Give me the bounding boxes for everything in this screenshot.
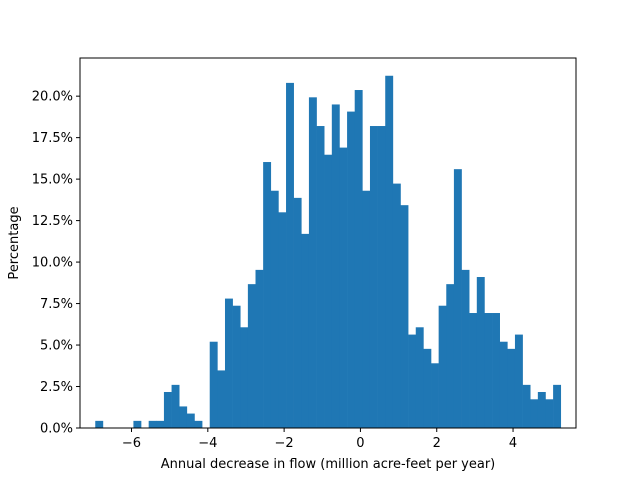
x-tick-label: −2 xyxy=(275,436,294,451)
histogram-bar xyxy=(469,313,478,428)
histogram-bar xyxy=(431,363,439,428)
histogram-bar xyxy=(133,420,142,428)
histogram-bar xyxy=(423,348,432,428)
histogram-bar xyxy=(163,391,172,428)
histogram-bar xyxy=(293,197,302,428)
histogram-bar xyxy=(514,334,523,428)
x-tick-label: 0 xyxy=(356,436,364,451)
histogram-bar xyxy=(400,205,409,428)
histogram-bar xyxy=(316,126,325,428)
y-tick-label: 5.0% xyxy=(40,339,73,354)
y-tick-label: 12.5% xyxy=(32,214,73,229)
histogram-bar xyxy=(324,154,333,428)
histogram-bar xyxy=(255,269,264,428)
histogram-bar xyxy=(224,298,233,428)
histogram-bar xyxy=(240,327,249,428)
y-tick-label: 2.5% xyxy=(40,380,73,395)
histogram-bar xyxy=(148,420,157,428)
histogram-bar xyxy=(263,162,272,429)
y-tick-label: 0.0% xyxy=(40,422,73,437)
histogram-bar xyxy=(476,277,485,428)
histogram-bar xyxy=(507,348,516,428)
histogram-bar xyxy=(217,370,226,428)
histogram-bar xyxy=(354,90,363,428)
x-axis-label: Annual decrease in flow (million acre-fe… xyxy=(161,457,496,472)
histogram-bar xyxy=(385,75,394,429)
y-tick-label: 17.5% xyxy=(32,131,73,146)
histogram-bar xyxy=(247,284,256,428)
histogram-bar xyxy=(530,399,539,428)
histogram-bar xyxy=(232,305,241,428)
histogram-bar xyxy=(186,413,195,428)
y-tick-label: 15.0% xyxy=(32,173,73,188)
histogram-bar xyxy=(331,104,340,428)
x-axis: −6 −4 −2 0 2 4 xyxy=(122,428,517,451)
histogram-bar xyxy=(377,126,386,428)
y-tick-label: 20.0% xyxy=(32,90,73,105)
histogram-bar xyxy=(461,269,470,428)
histogram-bar xyxy=(415,327,424,428)
histogram-bar xyxy=(339,147,348,428)
bars-group xyxy=(95,75,562,429)
histogram-bar xyxy=(194,420,203,428)
histogram-bar xyxy=(179,406,188,428)
histogram-bar xyxy=(453,169,462,428)
y-tick-label: 10.0% xyxy=(32,256,73,271)
histogram-bar xyxy=(392,183,401,428)
y-tick-label: 7.5% xyxy=(40,297,73,312)
plot-frame xyxy=(79,57,577,429)
histogram-bar xyxy=(308,97,317,428)
x-tick-label: 4 xyxy=(509,436,517,451)
histogram-bar xyxy=(446,284,455,428)
histogram-bar xyxy=(362,190,371,428)
histogram-bar xyxy=(537,391,546,428)
histogram-bar xyxy=(286,82,294,429)
x-tick-label: −4 xyxy=(198,436,217,451)
y-axis-label: Percentage xyxy=(7,206,22,279)
histogram-bar xyxy=(278,212,287,428)
histogram-bar xyxy=(301,233,310,428)
histogram-bar xyxy=(499,341,508,428)
histogram-bar xyxy=(171,384,180,428)
histogram-bar xyxy=(438,305,447,428)
x-tick-label: −6 xyxy=(122,436,141,451)
histogram-bar xyxy=(522,384,531,428)
histogram-bar xyxy=(408,334,417,428)
histogram-bar xyxy=(484,313,493,428)
histogram-bar xyxy=(369,126,378,428)
histogram-bar xyxy=(492,313,500,428)
y-axis: 0.0% 2.5% 5.0% 7.5% 10.0% 12.5% 15.0% 17.5% 20.0… xyxy=(32,90,80,437)
histogram-bar xyxy=(347,111,356,429)
x-tick-label: 2 xyxy=(433,436,441,451)
histogram-bar xyxy=(545,399,554,428)
histogram-bar xyxy=(156,420,165,428)
histogram-bar xyxy=(95,420,104,428)
histogram-bar xyxy=(209,341,218,428)
histogram-bar xyxy=(553,384,562,428)
histogram-bar xyxy=(270,190,279,428)
